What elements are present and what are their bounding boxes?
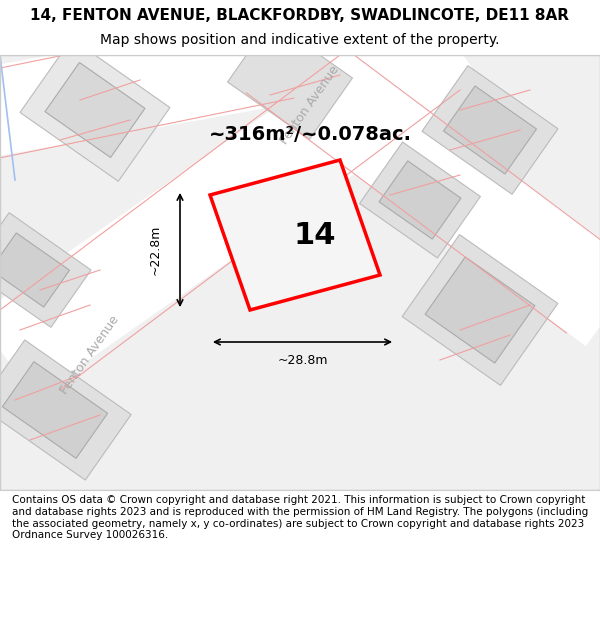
Text: Fenton Avenue: Fenton Avenue [58,313,122,397]
Polygon shape [0,213,91,328]
Polygon shape [210,160,380,310]
Text: Map shows position and indicative extent of the property.: Map shows position and indicative extent… [100,32,500,47]
Polygon shape [422,66,558,194]
Polygon shape [425,257,535,363]
Polygon shape [443,86,536,174]
Text: ~22.8m: ~22.8m [149,225,161,275]
Polygon shape [20,39,170,181]
Text: Fenton Avenue: Fenton Avenue [278,63,342,147]
Text: Contains OS data © Crown copyright and database right 2021. This information is : Contains OS data © Crown copyright and d… [12,496,588,540]
Polygon shape [227,4,600,346]
Polygon shape [402,234,558,386]
Text: ~316m²/~0.078ac.: ~316m²/~0.078ac. [209,126,412,144]
Polygon shape [227,21,352,139]
Polygon shape [359,142,481,258]
Polygon shape [2,362,107,458]
Text: ~28.8m: ~28.8m [277,354,328,366]
Polygon shape [45,62,145,158]
Polygon shape [0,2,483,398]
Text: 14: 14 [294,221,336,249]
Polygon shape [0,233,70,307]
Polygon shape [0,11,317,159]
Polygon shape [0,340,131,480]
Text: 14, FENTON AVENUE, BLACKFORDBY, SWADLINCOTE, DE11 8AR: 14, FENTON AVENUE, BLACKFORDBY, SWADLINC… [31,8,569,23]
Polygon shape [379,161,461,239]
